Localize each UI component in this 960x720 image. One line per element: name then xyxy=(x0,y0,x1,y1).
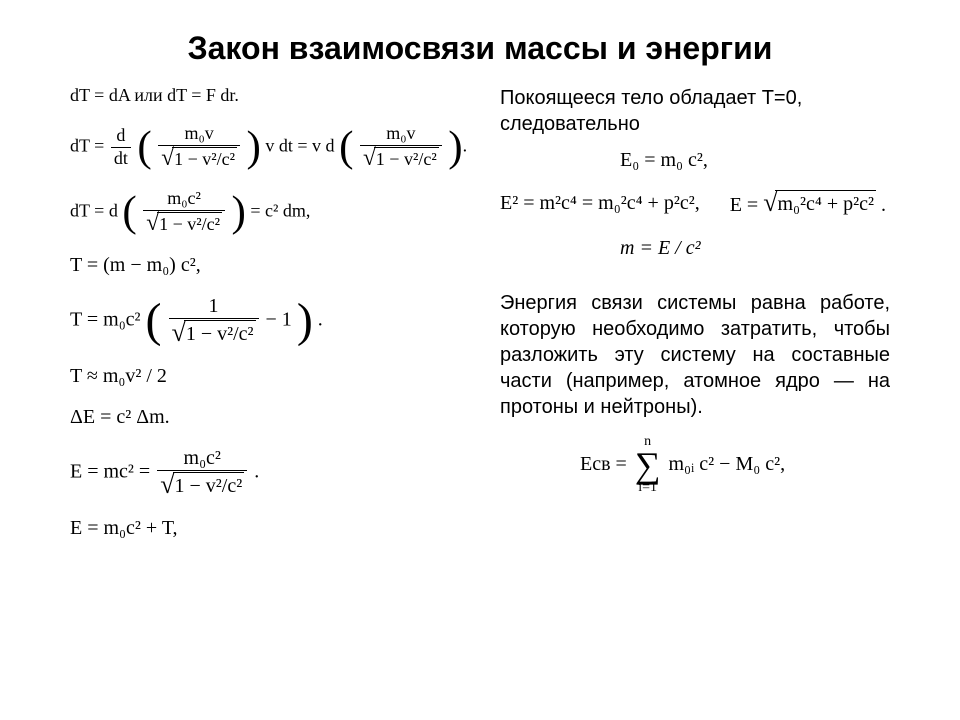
sqrt: √ 1 − v²/c² xyxy=(363,147,439,171)
eq-text: dT = d xyxy=(70,201,122,221)
lparen: ( xyxy=(339,124,353,171)
eq-dT-dA: dT = dA или dT = F dr. xyxy=(70,85,470,106)
radicand: 1 − v²/c² xyxy=(184,320,256,347)
frac-num: m₀c² xyxy=(143,189,225,211)
eq-text: . xyxy=(881,194,886,216)
rparen: ) xyxy=(297,294,313,347)
lparen: ( xyxy=(146,294,162,347)
lparen: ( xyxy=(122,189,136,236)
sqrt: √ 1 − v²/c² xyxy=(161,147,237,171)
frac-den: √ 1 − v²/c² xyxy=(360,146,442,171)
sqrt: √ 1 − v²/c² xyxy=(172,320,256,347)
eq-text: v dt = v d xyxy=(265,136,339,156)
radicand: 1 − v²/c² xyxy=(157,212,222,236)
eq-T-m0c2-frac: T = m₀c² ( 1 √ 1 − v²/c² − 1 ) . xyxy=(70,295,470,347)
radicand: 1 − v²/c² xyxy=(374,147,439,171)
eq-Esv: Eсв = n ∑ i=1 m₀ᵢ c² − M₀ c², xyxy=(580,435,890,495)
sum-sigma: n ∑ i=1 xyxy=(635,435,661,495)
eq-E0: E₀ = m₀ c², xyxy=(620,149,890,172)
radicand: m₀²c⁴ + p²c² xyxy=(775,190,876,217)
eq-text: dT = xyxy=(70,136,109,156)
rparen: ) xyxy=(247,124,261,171)
eq-deltaE: ΔE = c² Δm. xyxy=(70,406,470,429)
eq-E-rest-T: E = m₀c² + T, xyxy=(70,517,470,540)
frac-m0c2-full: m₀c² √ 1 − v²/c² xyxy=(157,447,247,499)
eq-T-classical: T ≈ m₀v² / 2 xyxy=(70,365,470,388)
frac-1-sqrt: 1 √ 1 − v²/c² xyxy=(169,295,259,347)
eq-text: . xyxy=(254,461,259,483)
eq-text: Eсв = xyxy=(580,453,632,475)
eq-E2-a: E² = m²c⁴ = m₀²c⁴ + p²c², xyxy=(500,192,700,215)
eq-E2-row: E² = m²c⁴ = m₀²c⁴ + p²c², E = √ m₀²c⁴ + … xyxy=(500,190,890,217)
eq-E-mc2: E = mc² = m₀c² √ 1 − v²/c² . xyxy=(70,447,470,499)
rparen: ) xyxy=(232,189,246,236)
frac-num: m₀c² xyxy=(157,447,247,471)
right-column: Покоящееся тело обладает Т=0, следовател… xyxy=(500,85,890,558)
rparen: ) xyxy=(448,124,462,171)
frac-num: m₀v xyxy=(360,124,442,146)
left-column: dT = dA или dT = F dr. dT = d dt ( m₀v √… xyxy=(70,85,470,558)
eq-dT-c2dm: dT = d ( m₀c² √ 1 − v²/c² ) = c² dm, xyxy=(70,189,470,236)
frac-den: √ 1 − v²/c² xyxy=(158,146,240,171)
frac-num: m₀v xyxy=(158,124,240,146)
eq-text: = c² dm, xyxy=(250,201,310,221)
frac-den: √ 1 − v²/c² xyxy=(143,211,225,236)
eq-dT-expand: dT = d dt ( m₀v √ 1 − v²/c² ) v xyxy=(70,124,470,171)
eq-E2-b: E = √ m₀²c⁴ + p²c² . xyxy=(730,190,886,217)
frac-m0v: m₀v √ 1 − v²/c² xyxy=(158,124,240,171)
eq-text: . xyxy=(318,309,323,331)
sqrt: √ m₀²c⁴ + p²c² xyxy=(763,190,876,217)
frac-den: √ 1 − v²/c² xyxy=(169,319,259,347)
lparen: ( xyxy=(137,124,151,171)
slide-page: Закон взаимосвязи массы и энергии dT = d… xyxy=(0,0,960,720)
para-rest-body: Покоящееся тело обладает Т=0, следовател… xyxy=(500,85,890,137)
page-title: Закон взаимосвязи массы и энергии xyxy=(70,30,890,67)
frac-m0c2: m₀c² √ 1 − v²/c² xyxy=(143,189,225,236)
frac-num: 1 xyxy=(169,295,259,319)
radicand: 1 − v²/c² xyxy=(173,472,245,499)
para-binding-energy: Энергия связи системы равна работе, кото… xyxy=(500,290,890,420)
eq-T-m-m0: T = (m − m₀) c², xyxy=(70,254,470,277)
sum-bot: i=1 xyxy=(635,481,661,495)
eq-text: E = xyxy=(730,194,764,216)
eq-m-E-c2: m = E / c² xyxy=(620,237,890,260)
sqrt: √ 1 − v²/c² xyxy=(160,472,244,499)
eq-text: E = mc² = xyxy=(70,461,155,483)
radicand: 1 − v²/c² xyxy=(172,147,237,171)
frac-num: d xyxy=(111,126,131,148)
eq-text: − 1 xyxy=(266,309,292,331)
eq-text: T = m₀c² xyxy=(70,309,146,331)
sigma-icon: ∑ xyxy=(635,449,661,481)
frac-m0v-2: m₀v √ 1 − v²/c² xyxy=(360,124,442,171)
frac-den: dt xyxy=(111,148,131,169)
frac-den: √ 1 − v²/c² xyxy=(157,471,247,499)
frac-ddt: d dt xyxy=(111,126,131,169)
sqrt: √ 1 − v²/c² xyxy=(146,212,222,236)
content-columns: dT = dA или dT = F dr. dT = d dt ( m₀v √… xyxy=(70,85,890,558)
eq-text: m₀ᵢ c² − M₀ c², xyxy=(669,453,786,475)
